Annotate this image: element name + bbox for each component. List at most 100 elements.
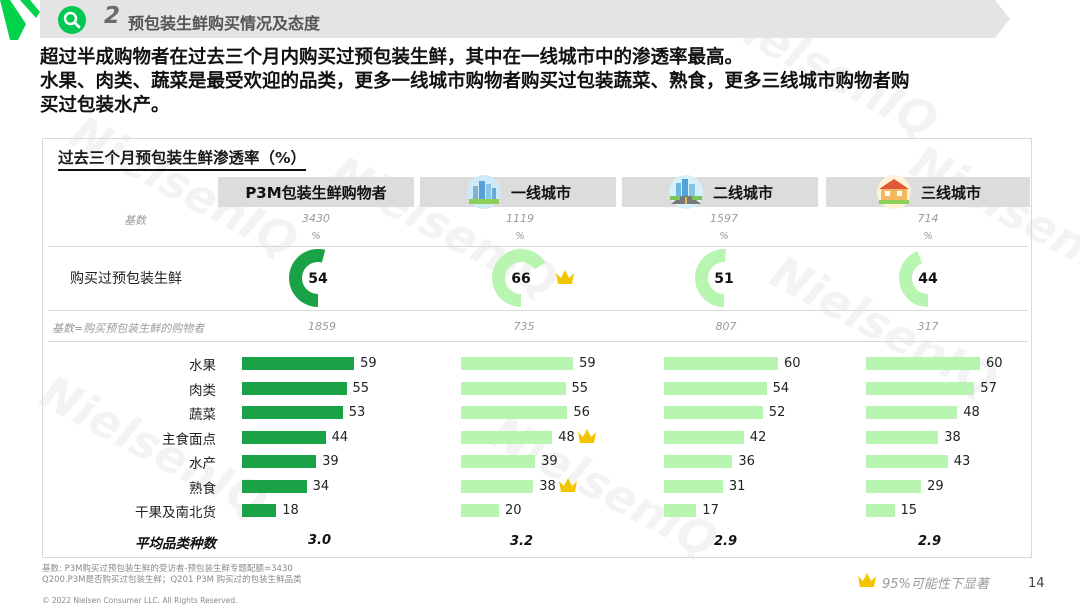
headline: 超过半成购物者在过去三个月内购买过预包装生鲜，其中在一线城市中的渗透率最高。 水… [40,46,1060,118]
bar-value: 29 [927,478,944,494]
footnote-base: 基数: P3M购买过预包装生鲜的受访者-预包装生鲜专题配额=3430 [42,564,293,574]
penetration-arc [492,249,546,307]
category-bar [242,479,307,493]
category-bar [866,406,958,419]
base-value: 3430 [302,212,330,225]
category-bar [664,381,767,395]
category-bar [866,381,975,395]
bar-value: 60 [986,356,1003,371]
chart-panel [42,138,1032,558]
penetration-arc [288,249,326,307]
category-bar [242,430,326,444]
base2-value: 735 [513,320,535,333]
base2-label: 基数=购买预包装生鲜的购物者 [52,322,205,335]
headline-line: 超过半成购物者在过去三个月内购买过预包装生鲜，其中在一线城市中的渗透率最高。 [40,47,744,68]
bar-value: 38 [539,478,556,494]
category-bar [461,430,553,444]
base-value: 714 [917,212,939,225]
copyright: © 2022 Nielsen Consumer LLC. All Rights … [42,596,238,605]
tier3-city-icon [876,175,911,209]
category-bar [664,455,733,468]
bar-value: 36 [738,454,755,469]
penetration-label: 购买过预包装生鲜 [70,271,182,287]
avg-value: 2.9 [918,534,942,549]
category-bar [242,406,343,419]
category-bar [461,455,536,468]
search-icon [58,6,86,34]
penetration-value: 66 [511,271,530,287]
category-bar [664,430,744,444]
category-bar [866,479,922,493]
tier1-city-icon [466,175,501,209]
divider [48,310,1028,311]
bar-value: 39 [541,454,558,469]
column-header-tier2: 二线城市 [622,175,818,209]
significance-crown-icon [578,428,597,443]
category-bar [461,504,499,517]
category-label: 蔬菜 [189,407,216,423]
category-label: 主食面点 [162,431,216,448]
base2-value: 317 [917,320,939,333]
category-bar [242,504,277,517]
percent-unit: % [311,231,321,242]
avg-value: 3.0 [308,533,332,548]
tier2-city-icon [668,175,703,209]
divider [48,246,1028,247]
penetration-arc [694,249,726,307]
bar-value: 54 [772,380,790,396]
category-bar [461,406,568,419]
bar-value: 17 [702,503,719,518]
bar-value: 31 [728,478,746,494]
significance-crown-icon [559,477,578,492]
section-title: 预包装生鲜购买情况及态度 [128,14,321,33]
percent-unit: % [515,231,525,242]
chart-title: 过去三个月预包装生鲜渗透率（%） [58,146,307,171]
penetration-donuts: 54 66 51 44 [288,249,938,307]
category-bar [242,455,317,468]
avg-value: 3.2 [510,534,534,549]
penetration-arc [898,251,928,307]
significance-crown-icon [559,477,578,492]
bar-value: 53 [348,405,366,420]
category-bar [664,357,778,370]
penetration-value: 54 [308,271,328,287]
penetration-value: 44 [918,271,938,287]
column-header-label: P3M包装生鲜购物者 [245,183,387,202]
headline-line: 水果、肉类、蔬菜是最受欢迎的品类，更多一线城市购物者购买过包装蔬菜、熟食，更多三… [40,71,910,92]
category-bar [461,381,566,395]
avg-label: 平均品类种数 [135,536,216,552]
bar-value: 55 [352,380,370,396]
brand-corner-mark [0,0,40,40]
base-value: 1597 [710,212,738,225]
base-label: 基数 [124,214,146,227]
category-label: 干果及南北货 [135,505,216,521]
category-bar [664,504,697,517]
category-bar [866,357,980,370]
base2-value: 807 [715,320,737,333]
significance-crown-icon [556,270,574,284]
bar-value: 39 [322,454,339,469]
bar-value: 59 [360,356,377,371]
bar-value: 56 [573,405,590,420]
bar-value: 52 [768,405,786,420]
bar-value: 15 [900,503,918,518]
footnote-questions: Q200.P3M是否购买过包装生鲜；Q201 P3M 购买过的包装生鲜品类 [42,575,302,585]
significance-crown-icon [578,428,597,443]
bar-value: 20 [505,503,522,518]
category-bar [242,357,355,370]
category-bar [866,455,948,468]
bar-value: 48 [963,405,980,420]
base2-value: 1859 [308,320,336,333]
significance-legend: 95%可能性下显著 [882,577,989,592]
category-label: 肉类 [189,382,216,399]
avg-value: 2.9 [714,534,738,549]
column-header-label: 三线城市 [920,183,981,202]
category-bar [664,479,723,493]
percent-unit: % [923,231,933,242]
percent-unit: % [719,231,729,242]
bar-value: 43 [953,454,971,469]
crown-icon [858,573,876,587]
category-label: 水果 [189,358,216,374]
bar-value: 59 [579,356,596,371]
bar-value: 48 [558,429,575,445]
